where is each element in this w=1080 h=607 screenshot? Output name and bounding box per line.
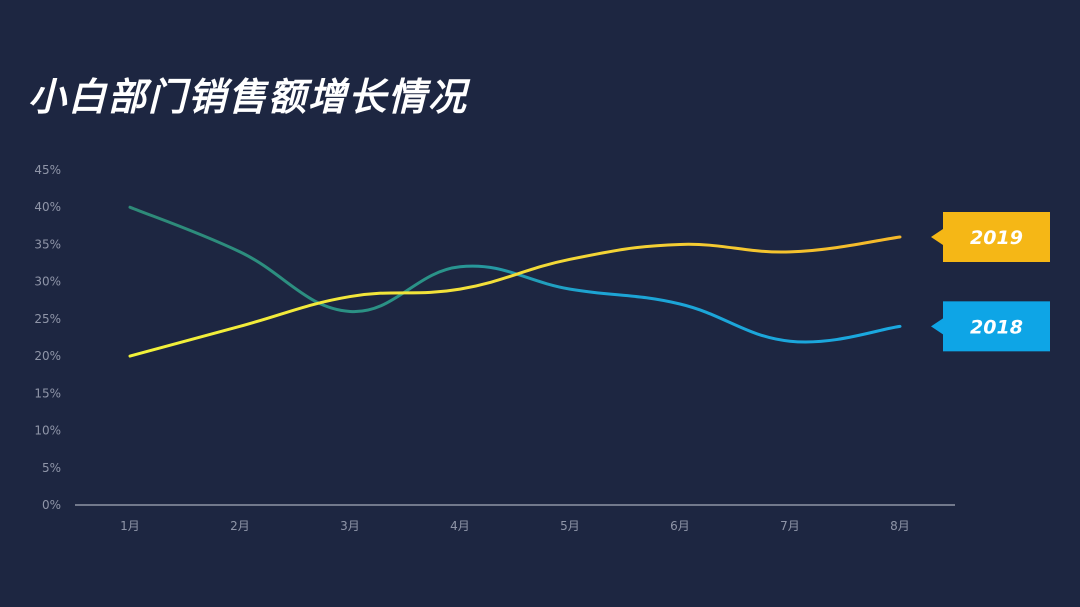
y-tick-label: 0% xyxy=(42,498,61,512)
y-tick-label: 25% xyxy=(34,312,61,326)
y-tick-label: 40% xyxy=(34,200,61,214)
series-layer xyxy=(128,205,902,358)
y-tick-label: 15% xyxy=(34,386,61,400)
series-line-2018 xyxy=(128,205,902,344)
x-tick-label: 3月 xyxy=(340,519,360,533)
x-tick-label: 1月 xyxy=(120,519,140,533)
y-tick-label: 30% xyxy=(34,275,61,289)
x-tick-label: 7月 xyxy=(780,519,800,533)
x-tick-label: 4月 xyxy=(450,519,470,533)
legend-tag-2018: 2018 xyxy=(931,301,1050,352)
y-tick-label: 45% xyxy=(34,163,61,177)
y-tick-label: 10% xyxy=(34,424,61,438)
x-tick-label: 6月 xyxy=(670,519,690,533)
chart-title: 小白部门销售额增长情况 xyxy=(28,75,469,119)
legend-label: 2018 xyxy=(970,316,1023,338)
legend-label: 2019 xyxy=(970,227,1023,249)
legend-layer: 2018 2019 xyxy=(931,212,1050,352)
legend-tag-2019: 2019 xyxy=(931,212,1050,262)
x-tick-label: 2月 xyxy=(230,519,250,533)
y-tick-label: 35% xyxy=(34,237,61,251)
x-tick-label: 5月 xyxy=(560,519,580,533)
legend-tag-pointer xyxy=(931,229,943,245)
x-tick-label: 8月 xyxy=(890,519,910,533)
y-axis-ticks: 0% 5% 10% 15% 20% 25% 30% 35% 40% 45% xyxy=(34,163,61,512)
legend-tag-box xyxy=(943,212,1050,262)
x-axis-ticks: 1月 2月 3月 4月 5月 6月 7月 8月 xyxy=(120,519,910,533)
series-line-2019 xyxy=(128,235,902,358)
y-tick-label: 5% xyxy=(42,461,61,475)
y-tick-label: 20% xyxy=(34,349,61,363)
legend-tag-pointer xyxy=(931,318,943,335)
legend-tag-box xyxy=(943,301,1050,352)
